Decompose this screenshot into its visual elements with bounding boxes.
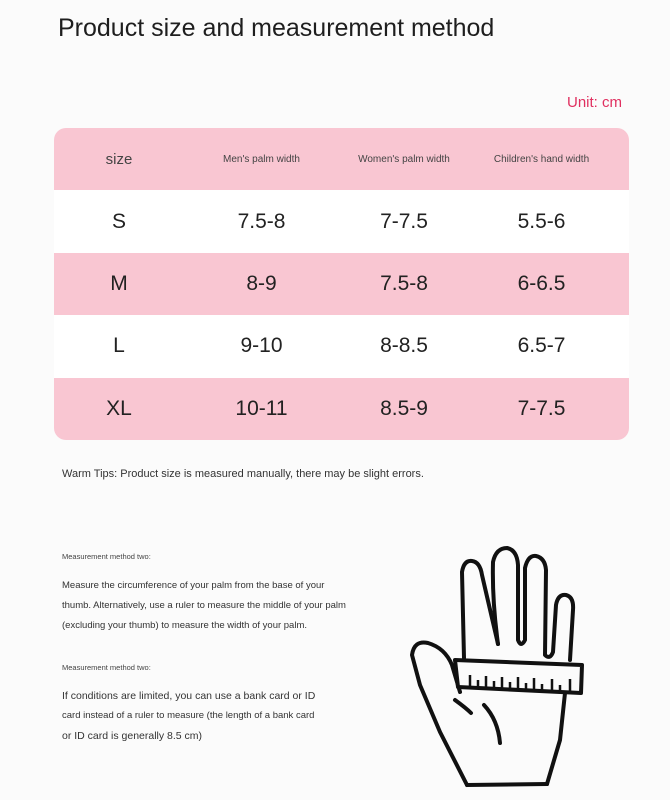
text-line: If conditions are limited, you can use a… xyxy=(62,690,316,702)
text-line: thumb. Alternatively, use a ruler to mea… xyxy=(62,600,346,611)
table-cell: 9-10 xyxy=(240,334,283,358)
method-two-label: Measurement method two: xyxy=(62,663,151,672)
header-cell: Men's palm width xyxy=(223,153,300,165)
table-cell: 8-8.5 xyxy=(380,334,428,358)
table-row: M 8-9 7.5-8 6-6.5 xyxy=(54,252,629,316)
table-cell: 8-9 xyxy=(246,271,277,295)
header-cell: Children's hand width xyxy=(493,153,590,165)
table-row: S 7.5-8 7-7.5 5.5-6 xyxy=(54,190,629,253)
ruler-ticks xyxy=(468,675,572,692)
hand-with-ruler-icon xyxy=(410,546,584,787)
text-line: Measure the circumference of your palm f… xyxy=(62,580,325,591)
table-cell: XL xyxy=(106,396,132,420)
text-line: card instead of a ruler to measure (the … xyxy=(62,710,315,721)
table-cell: 7-7.5 xyxy=(380,209,428,233)
table-cell: 5.5-6 xyxy=(517,209,566,233)
table-cell: M xyxy=(110,271,128,295)
table-cell: 6-6.5 xyxy=(517,271,566,295)
method-one-label: Measurement method two: xyxy=(62,552,151,561)
table-cell: 7.5-8 xyxy=(237,209,286,233)
text-line: (excluding your thumb) to measure the wi… xyxy=(62,620,308,631)
table-cell: S xyxy=(111,209,126,233)
table-cell: 10-11 xyxy=(235,396,288,420)
table-cell: 7-7.5 xyxy=(517,396,566,420)
text-line: or ID card is generally 8.5 cm) xyxy=(62,730,203,742)
size-table: size Men's palm width Women's palm width… xyxy=(54,128,629,440)
page-title: Product size and measurement method xyxy=(58,14,495,42)
table-cell: 6.5-7 xyxy=(517,334,566,358)
table-row: L 9-10 8-8.5 6.5-7 xyxy=(54,315,629,378)
warm-tips: Warm Tips: Product size is measured manu… xyxy=(62,468,424,480)
table-cell: L xyxy=(113,334,125,358)
unit-label: Unit: cm xyxy=(566,94,622,111)
method-two-text: If conditions are limited, you can use a… xyxy=(62,686,352,746)
table-header: size Men's palm width Women's palm width… xyxy=(54,128,629,191)
header-cell: Women's palm width xyxy=(358,153,450,165)
table-cell: 8.5-9 xyxy=(380,396,428,420)
method-one-text: Measure the circumference of your palm f… xyxy=(62,576,352,636)
header-cell: size xyxy=(105,150,133,168)
table-row: XL 10-11 8.5-9 7-7.5 xyxy=(54,377,629,440)
table-cell: 7.5-8 xyxy=(380,271,428,295)
